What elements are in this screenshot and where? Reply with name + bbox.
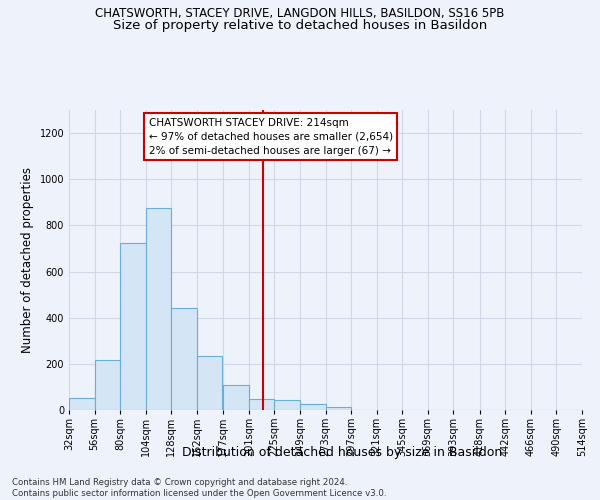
Bar [325, 407, 351, 410]
Bar [146, 208, 171, 410]
Text: Contains HM Land Registry data © Crown copyright and database right 2024.
Contai: Contains HM Land Registry data © Crown c… [12, 478, 386, 498]
Bar [95, 360, 120, 410]
Bar [120, 242, 146, 410]
Y-axis label: Number of detached properties: Number of detached properties [21, 167, 34, 353]
Bar [223, 384, 249, 410]
Text: CHATSWORTH, STACEY DRIVE, LANGDON HILLS, BASILDON, SS16 5PB: CHATSWORTH, STACEY DRIVE, LANGDON HILLS,… [95, 8, 505, 20]
Bar [171, 308, 197, 410]
Bar [274, 400, 300, 410]
Text: Distribution of detached houses by size in Basildon: Distribution of detached houses by size … [182, 446, 502, 459]
Bar [197, 356, 222, 410]
Text: CHATSWORTH STACEY DRIVE: 214sqm
← 97% of detached houses are smaller (2,654)
2% : CHATSWORTH STACEY DRIVE: 214sqm ← 97% of… [149, 118, 392, 156]
Text: Size of property relative to detached houses in Basildon: Size of property relative to detached ho… [113, 19, 487, 32]
Bar [249, 399, 274, 410]
Bar [300, 404, 325, 410]
Bar [69, 398, 95, 410]
